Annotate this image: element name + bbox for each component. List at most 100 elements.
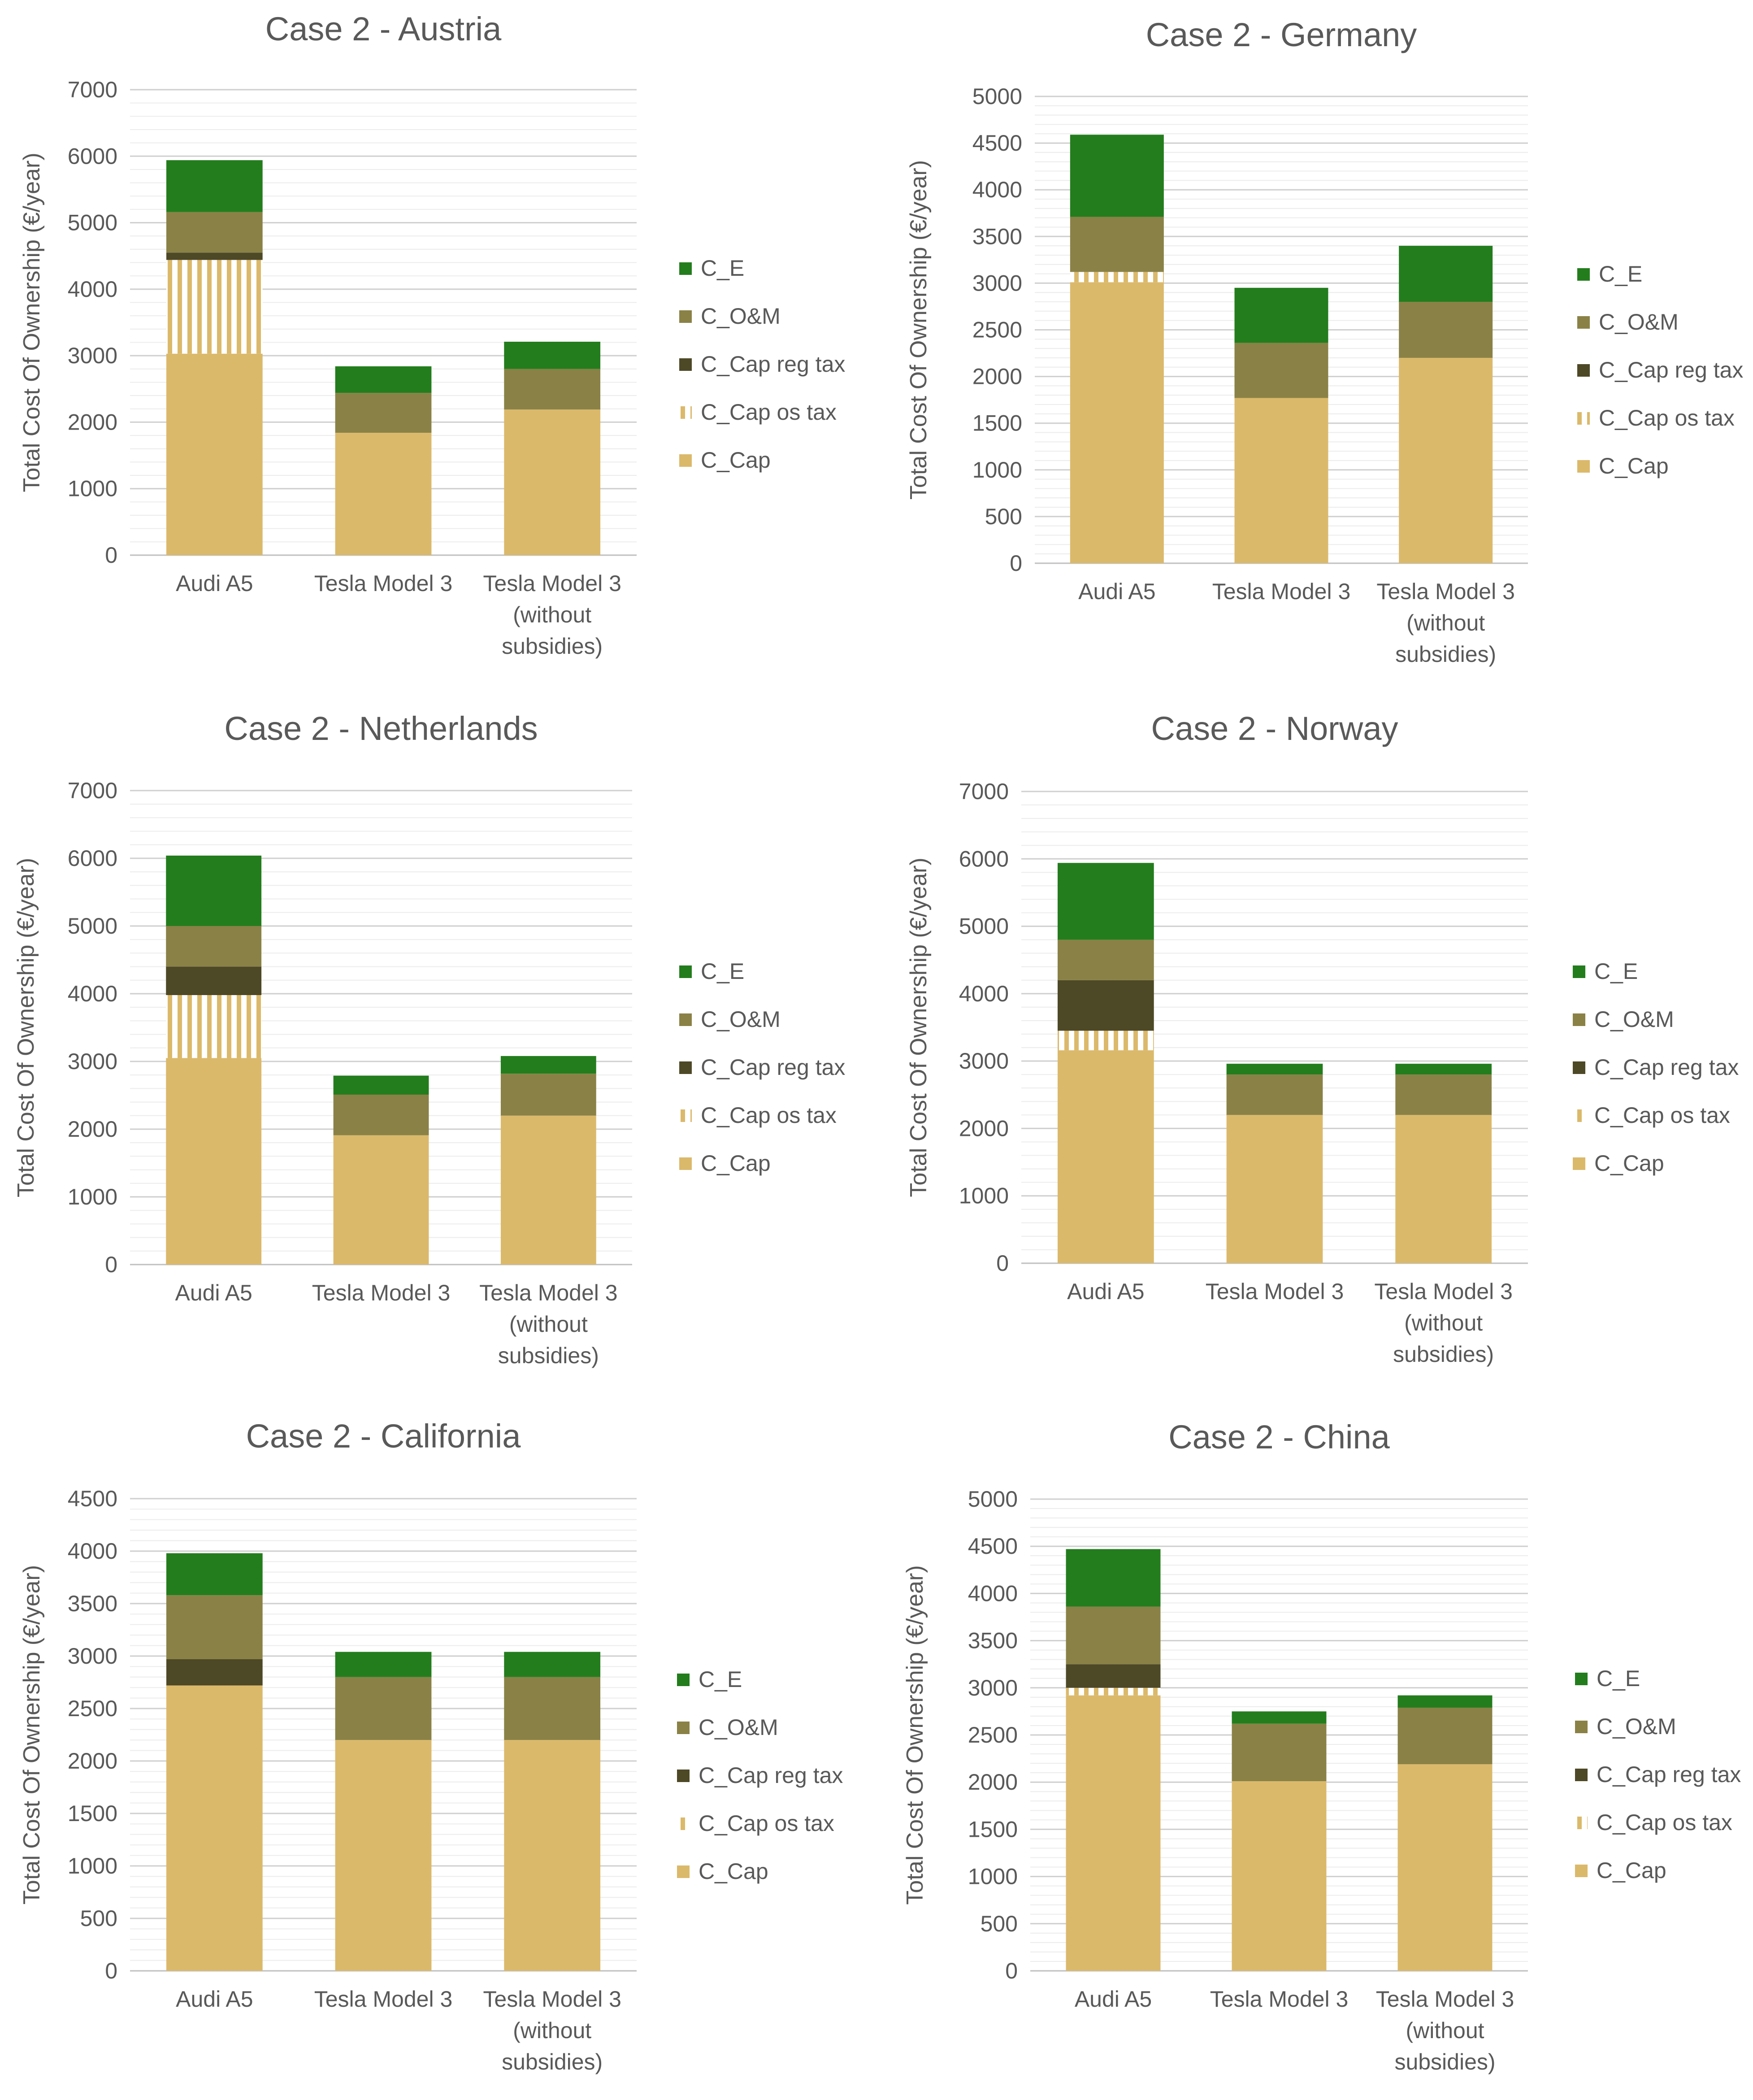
bar-c-e-tesla-model-3-without-subsidies [504,342,601,369]
bar-c-cap-os-tax-audi-a5 [166,260,263,354]
legend-swatch-c-e [679,262,692,275]
legend-swatch-c-oandm [1575,1721,1588,1733]
chart-panel-case-2-china: Case 2 - China 0 500 1000 1500 2000 2500 3000 35… [902,1418,1741,2074]
y-tick-label: 500 [981,1911,1018,1936]
x-tick-label: Tesla Model 3 [483,1987,621,2012]
bar-c-oandm-tesla-model-3 [333,1094,429,1135]
x-tick-label: (without [1404,1310,1483,1335]
y-tick-label: 4000 [972,177,1022,202]
legend-swatch-c-cap [677,1865,690,1878]
x-tick-label: subsidies) [1395,642,1496,667]
x-tick-label: Tesla Model 3 [1376,1987,1514,2012]
bar-c-oandm-tesla-model-3-without-subsidies [504,369,601,410]
bar-c-cap-reg-tax-audi-a5 [166,252,263,260]
y-tick-label: 4000 [68,277,117,302]
bar-c-cap-tesla-model-3 [1234,398,1328,563]
bar-c-cap-audi-a5 [1066,1695,1161,1971]
y-tick-label: 5000 [68,210,117,235]
legend-label-c-cap: C_Cap [1597,1858,1666,1883]
bar-c-oandm-tesla-model-3 [335,393,432,433]
x-tick-label: Audi A5 [176,571,253,596]
bar-c-cap-audi-a5 [1057,1050,1154,1263]
x-tick-label: Tesla Model 3 [479,1280,618,1305]
y-tick-label: 2000 [68,1748,117,1774]
x-tick-label: subsidies) [502,2049,603,2074]
y-tick-label: 5000 [968,1487,1018,1512]
y-tick-label: 0 [996,1251,1009,1276]
legend-label-c-cap-reg-tax: C_Cap reg tax [701,1055,845,1080]
legend-swatch-c-cap [1577,460,1590,473]
legend-swatch-c-cap-os-tax [679,1109,692,1122]
legend-swatch-c-cap-reg-tax [1573,1061,1585,1074]
y-axis-label: Total Cost Of Ownership (€/year) [19,1565,45,1904]
x-tick-label: (without [509,1312,588,1337]
bar-c-cap-tesla-model-3 [333,1135,429,1265]
bar-c-oandm-tesla-model-3 [1234,343,1328,398]
legend-swatch-c-oandm [679,310,692,323]
legend-swatch-c-cap-reg-tax [679,358,692,371]
legend-label-c-oandm: C_O&M [699,1715,778,1740]
y-tick-label: 3000 [68,1643,117,1669]
bar-c-e-tesla-model-3 [335,366,432,393]
legend-swatch-c-cap-reg-tax [677,1770,690,1782]
legend-label-c-cap-reg-tax: C_Cap reg tax [1599,357,1743,383]
legend-label-c-cap: C_Cap [701,448,771,473]
chart-title: Case 2 - Netherlands [224,710,538,747]
y-tick-label: 1500 [68,1801,117,1826]
y-tick-label: 4000 [968,1581,1018,1606]
legend-label-c-cap-reg-tax: C_Cap reg tax [1597,1762,1741,1787]
chart-panel-case-2-germany: Case 2 - Germany 0 500 1000 1500 2000 2500 3000… [906,16,1743,667]
y-tick-label: 2000 [968,1770,1018,1795]
bar-c-e-tesla-model-3 [1232,1711,1327,1724]
legend-label-c-cap: C_Cap [1594,1151,1664,1176]
bar-c-cap-tesla-model-3 [335,433,432,555]
legend-label-c-cap: C_Cap [1599,453,1669,478]
bar-c-oandm-tesla-model-3 [1232,1723,1327,1782]
legend-label-c-e: C_E [701,959,744,984]
y-tick-label: 0 [1010,551,1022,576]
legend-swatch-c-cap-os-tax [1577,412,1590,425]
legend-label-c-cap-os-tax: C_Cap os tax [1594,1103,1730,1128]
bar-c-oandm-audi-a5 [166,212,263,253]
bar-c-cap-tesla-model-3-without-subsidies [1395,1115,1492,1263]
x-tick-label: (without [1406,2018,1484,2043]
y-tick-label: 4500 [968,1534,1018,1559]
legend-swatch-c-cap-os-tax [1575,1817,1588,1829]
y-tick-label: 500 [80,1906,117,1931]
legend-swatch-c-oandm [1577,316,1590,329]
y-tick-label: 6000 [68,143,117,169]
bar-c-oandm-audi-a5 [166,926,262,967]
bar-c-oandm-audi-a5 [1070,217,1164,272]
chart-title: Case 2 - Austria [265,10,502,48]
y-tick-label: 3000 [968,1675,1018,1700]
legend-label-c-e: C_E [701,256,744,281]
x-tick-label: Audi A5 [1075,1987,1152,2012]
legend-swatch-c-cap [1575,1865,1588,1877]
bar-c-e-audi-a5 [1070,135,1164,217]
legend-swatch-c-e [1575,1673,1588,1685]
y-tick-label: 1000 [968,1864,1018,1889]
bar-c-cap-tesla-model-3 [1232,1781,1327,1971]
legend-swatch-c-e [1573,965,1585,978]
bar-c-cap-reg-tax-audi-a5 [1066,1664,1161,1688]
x-tick-label: (without [1406,610,1485,635]
bar-c-e-tesla-model-3-without-subsidies [504,1652,601,1677]
legend-label-c-cap-os-tax: C_Cap os tax [701,400,837,425]
y-tick-label: 0 [1005,1958,1018,1983]
y-tick-label: 2000 [972,364,1022,389]
y-tick-label: 0 [105,1958,117,1983]
bar-c-cap-audi-a5 [1070,282,1164,563]
y-tick-label: 1500 [972,411,1022,436]
y-tick-label: 1000 [959,1183,1009,1209]
bar-c-oandm-audi-a5 [166,1595,263,1660]
bar-c-cap-os-tax-audi-a5 [1066,1687,1161,1696]
legend-swatch-c-cap-reg-tax [1577,364,1590,377]
legend-label-c-cap-os-tax: C_Cap os tax [1599,405,1735,430]
chart-title: Case 2 - China [1168,1418,1390,1456]
legend-swatch-c-cap-os-tax [677,1817,690,1830]
legend-label-c-e: C_E [1597,1666,1640,1691]
x-tick-label: Tesla Model 3 [1212,579,1351,604]
y-tick-label: 2000 [959,1116,1009,1141]
